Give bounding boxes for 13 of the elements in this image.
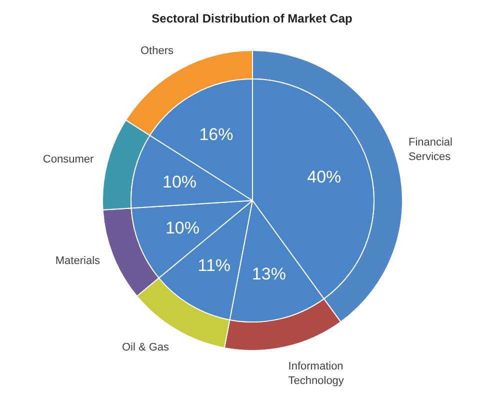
data-label: 40% — [307, 168, 342, 187]
slice-label: Financial Services — [408, 136, 453, 164]
slice-label: Oil & Gas — [122, 342, 170, 354]
data-label: 10% — [165, 218, 200, 238]
data-label: 16% — [199, 124, 234, 144]
slice-label: Materials — [55, 254, 101, 267]
data-label: 13% — [252, 264, 286, 284]
slice-label: Others — [140, 44, 174, 57]
slice-label: Information Technology — [288, 360, 344, 387]
data-label: 10% — [162, 172, 197, 192]
chart-title: Sectoral Distribution of Market Cap — [152, 12, 352, 26]
data-label: 11% — [198, 256, 231, 275]
slice-label: Consumer — [42, 154, 94, 166]
